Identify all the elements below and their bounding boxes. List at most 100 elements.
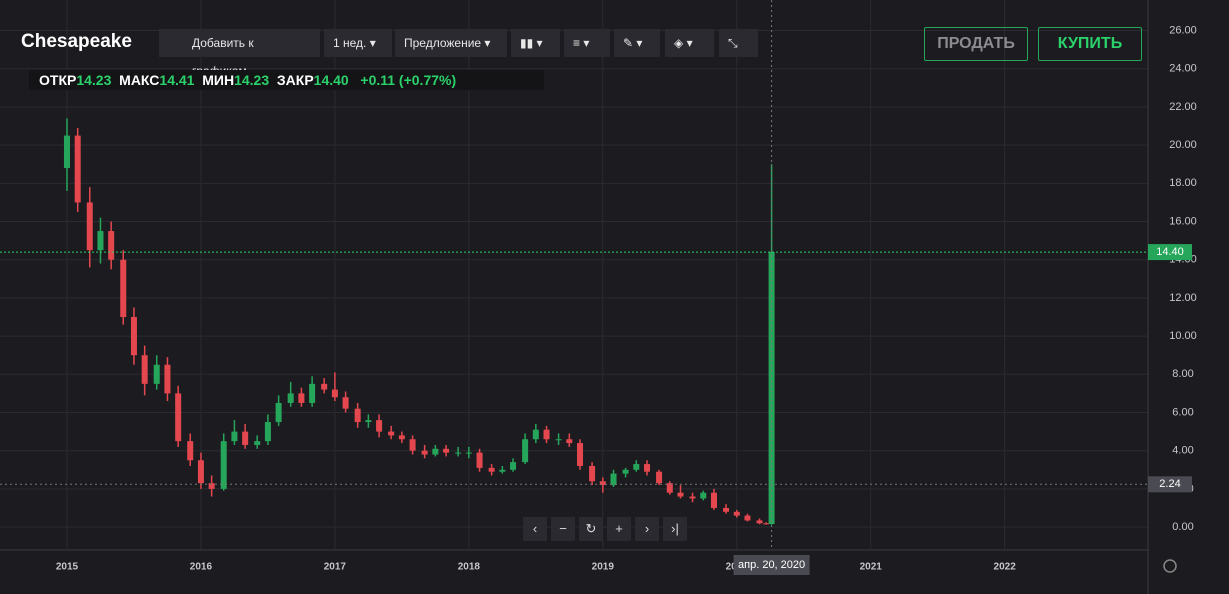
x-tick-label: 2015: [56, 562, 79, 573]
price-type-button[interactable]: Предложение ▾: [395, 29, 507, 57]
candle-body: [342, 397, 349, 409]
candle-body: [365, 420, 372, 423]
fullscreen-button[interactable]: ⤡: [719, 29, 758, 57]
indicators-button[interactable]: ≡ ▾: [564, 29, 610, 57]
candle-body: [633, 464, 640, 470]
zoom-in[interactable]: +: [607, 517, 631, 541]
candle-body: [108, 231, 115, 260]
candle-body: [254, 441, 261, 445]
candle-body: [242, 431, 249, 445]
candle-body: [499, 469, 506, 472]
y-tick-label: 20.00: [1169, 139, 1197, 151]
add-button[interactable]: Добавить к графикам: [159, 29, 320, 78]
candle-body: [666, 483, 673, 493]
candle-body: [763, 523, 770, 525]
x-tick-label: 2017: [324, 562, 347, 573]
candle-body: [141, 355, 148, 384]
candle-body: [510, 462, 517, 470]
candle-body: [756, 520, 763, 524]
candle-body: [175, 393, 182, 442]
candle-body: [610, 473, 617, 486]
candle-body: [220, 441, 227, 489]
close-label: ЗАКР: [276, 72, 314, 88]
layers-button[interactable]: ◈ ▾: [665, 29, 714, 57]
crosshair-date-label: апр. 20, 2020: [738, 559, 805, 571]
price-type: Предложение: [404, 36, 482, 50]
open-label: ОТКР: [39, 72, 77, 88]
candle-body: [187, 441, 194, 461]
candle-body: [577, 443, 584, 466]
candle-body: [476, 452, 483, 468]
chart-type-button[interactable]: ▮▮ ▾: [511, 29, 560, 57]
candle-body: [532, 429, 539, 440]
candle-body: [744, 515, 751, 521]
candle-body: [231, 431, 238, 442]
candle-body: [566, 439, 573, 444]
candle-body: [700, 492, 707, 499]
high-label: МАКС: [119, 72, 160, 88]
candle-body: [421, 450, 428, 455]
close: 14.40: [313, 72, 349, 88]
candle-body: [354, 408, 361, 423]
candle-body: [388, 431, 395, 436]
candle-body: [74, 135, 81, 203]
sell-button[interactable]: ПРОДАТЬ: [924, 27, 1028, 61]
y-tick-label: 12.00: [1169, 292, 1197, 304]
y-tick-label: 18.00: [1169, 177, 1197, 189]
candle-body: [488, 467, 495, 472]
crosshair-date-tag: [733, 555, 810, 575]
title: Chesapeake: [21, 31, 132, 52]
buy-button[interactable]: КУПИТЬ: [1038, 27, 1142, 61]
candle-body: [622, 469, 629, 474]
reset[interactable]: ↻: [579, 517, 603, 541]
y-tick-label: 26.00: [1169, 24, 1197, 36]
interval: 1 нед.: [333, 36, 367, 50]
candle-body: [153, 364, 160, 384]
scroll-end[interactable]: ›|: [663, 517, 687, 541]
high: 14.41: [159, 72, 195, 88]
candle-body: [432, 448, 439, 455]
candle-body: [443, 448, 450, 453]
last-price-label: 14.40: [1156, 246, 1184, 258]
y-tick-label: 24.00: [1169, 63, 1197, 75]
candle-body: [644, 464, 651, 472]
candle-body: [768, 252, 775, 525]
candle-body: [522, 439, 529, 463]
candle-body: [656, 471, 663, 484]
candle-body: [309, 383, 316, 403]
y-tick-label: 16.00: [1169, 215, 1197, 227]
candle-body: [120, 259, 127, 318]
scroll-right[interactable]: ›: [635, 517, 659, 541]
x-tick-label: 2016: [190, 562, 213, 573]
y-tick-label: 0.00: [1172, 521, 1193, 533]
scroll-left[interactable]: ‹: [523, 517, 547, 541]
candle-body: [689, 496, 696, 499]
last-price-tag: [1148, 244, 1192, 261]
candle-body: [376, 420, 383, 432]
candle-body: [543, 429, 550, 440]
interval-button[interactable]: 1 нед. ▾: [324, 29, 392, 57]
x-tick-label: 2022: [994, 562, 1017, 573]
crosshair-price-label: 2.24: [1159, 478, 1180, 490]
candle-body: [589, 465, 596, 482]
candle-body: [197, 460, 204, 484]
candle-body: [298, 393, 305, 403]
candle-body: [331, 389, 338, 398]
y-tick-label: 6.00: [1172, 406, 1193, 418]
y-tick-label: 10.00: [1169, 330, 1197, 342]
candle-body: [287, 393, 294, 403]
candle-body: [275, 402, 282, 423]
settings-icon: [1163, 559, 1177, 573]
draw-button[interactable]: ✎ ▾: [614, 29, 660, 57]
candle-body: [208, 483, 215, 489]
y-tick-label: 22.00: [1169, 101, 1197, 113]
change: +0.11 (+0.77%): [360, 72, 457, 88]
x-tick-label: 2018: [458, 562, 481, 573]
x-tick-label: 2021: [860, 562, 883, 573]
candle-body: [465, 452, 472, 454]
y-tick-label: 8.00: [1172, 368, 1193, 380]
zoom-out[interactable]: −: [551, 517, 575, 541]
candle-body: [264, 422, 271, 442]
